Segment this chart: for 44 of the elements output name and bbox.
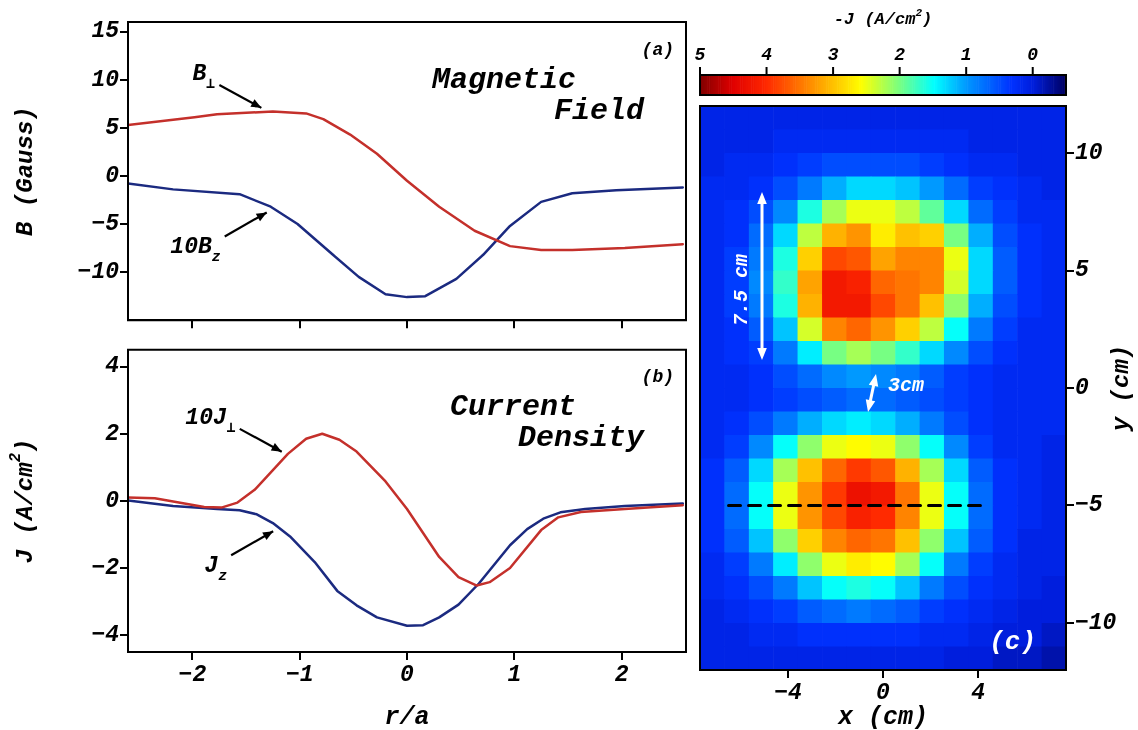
x-tick-label: 1 [507, 661, 522, 688]
y-tick-label: −5 [1075, 492, 1103, 519]
y-tick-label: 4 [105, 353, 120, 380]
annotation: (c) [989, 626, 1036, 657]
color-bar-label: 5 [694, 44, 706, 65]
x-tick-label: 0 [400, 661, 415, 688]
x-axis-title: r/a [384, 703, 430, 730]
text: Current Density [449, 390, 645, 456]
y-tick-label: 0 [105, 487, 120, 514]
y-tick-label: 2 [105, 420, 120, 447]
x-tick-label: 2 [614, 661, 629, 688]
y-tick-label: 5 [1075, 257, 1089, 284]
y-axis-title: y (cm) [1108, 344, 1136, 433]
text: Magnetic Field [430, 62, 645, 128]
color-bar-label: 1 [960, 44, 972, 65]
y-axis-title: J (A/cm2) [6, 438, 40, 564]
color-bar-label: 2 [894, 44, 906, 65]
x-tick-label: −2 [178, 661, 207, 688]
x-tick-label: −1 [285, 661, 314, 688]
y-tick-label: 10 [1075, 139, 1103, 166]
y-axis-title: B (Gauss) [12, 106, 40, 236]
y-tick-label: −10 [77, 258, 120, 285]
y-tick-label: −4 [91, 622, 120, 649]
annotation: B⊥ [192, 61, 216, 92]
y-tick-label: 0 [1075, 374, 1089, 401]
annotation: (a) [641, 39, 674, 60]
color-bar-label: 0 [1027, 44, 1039, 65]
y-tick-label: 0 [105, 162, 120, 189]
x-axis-title: x (cm) [836, 703, 929, 730]
y-tick-label: 15 [91, 18, 120, 45]
y-tick-label: 5 [105, 114, 120, 141]
x-tick-label: −4 [774, 679, 802, 706]
y-tick-label: −5 [91, 210, 120, 237]
y-tick-label: −10 [1075, 609, 1117, 636]
x-tick-label: 4 [971, 679, 986, 706]
y-tick-label: −2 [91, 554, 120, 581]
color-bar-label: 4 [761, 44, 773, 65]
y-tick-label: 10 [91, 66, 120, 93]
x-tick-label: 0 [876, 679, 891, 706]
annotation: 3cm [888, 374, 925, 398]
annotation: (b) [641, 367, 674, 388]
annotation: 10J⊥ [185, 405, 236, 436]
color-bar-label: 3 [827, 44, 839, 65]
annotation: 7.5 cm [730, 253, 754, 327]
